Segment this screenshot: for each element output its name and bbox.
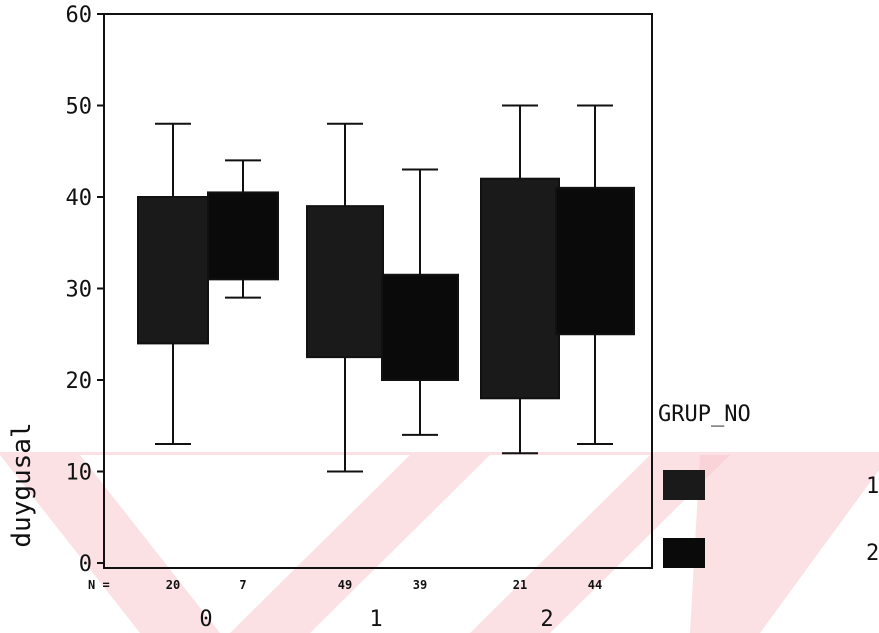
box — [306, 205, 384, 359]
box-group-2-series-1 — [480, 104, 560, 455]
box-group-1-series-2 — [381, 168, 459, 436]
x-axis: 0 1 2 — [199, 607, 553, 632]
n-count-label: 49 — [338, 578, 352, 592]
y-tick-label: 50 — [66, 95, 93, 120]
watermark — [0, 452, 879, 633]
box — [137, 196, 209, 345]
y-tick-label: 10 — [66, 461, 93, 486]
boxes — [137, 104, 635, 473]
box — [480, 177, 560, 400]
box-group-0-series-2 — [207, 159, 279, 299]
n-count-label: 21 — [513, 578, 527, 592]
y-tick-label: 40 — [66, 186, 93, 211]
x-tick-label: 1 — [369, 607, 382, 632]
y-tick-label: 30 — [66, 278, 93, 303]
n-count-label: 44 — [588, 578, 602, 592]
legend-entry-2: 2 — [866, 541, 879, 566]
legend-title: GRUP_NO — [658, 402, 751, 427]
n-equals-label: N = — [88, 578, 110, 592]
n-count-label: 20 — [166, 578, 180, 592]
x-tick-label: 0 — [199, 607, 212, 632]
box-group-0-series-1 — [137, 122, 209, 446]
y-tick-label: 20 — [66, 369, 93, 394]
n-labels: 20 49 21 7 39 44 — [166, 578, 602, 592]
box — [207, 191, 279, 281]
y-axis: 0 10 20 30 40 50 60 — [66, 3, 105, 577]
y-tick-label: 60 — [66, 3, 93, 28]
n-count-label: 7 — [239, 578, 246, 592]
y-tick-label: 0 — [79, 552, 92, 577]
box — [555, 186, 635, 336]
x-tick-label: 2 — [540, 607, 553, 632]
plot-frame — [103, 13, 653, 569]
box-group-2-series-2 — [555, 104, 635, 446]
y-axis-label: duygusal — [7, 422, 37, 547]
box — [381, 273, 459, 381]
legend: GRUP_NO 1 2 — [658, 402, 879, 568]
legend-swatch-2 — [663, 538, 705, 568]
box-group-1-series-1 — [306, 122, 384, 473]
legend-swatch-1 — [663, 470, 705, 500]
legend-entry-1: 1 — [866, 474, 879, 499]
n-count-label: 39 — [413, 578, 427, 592]
